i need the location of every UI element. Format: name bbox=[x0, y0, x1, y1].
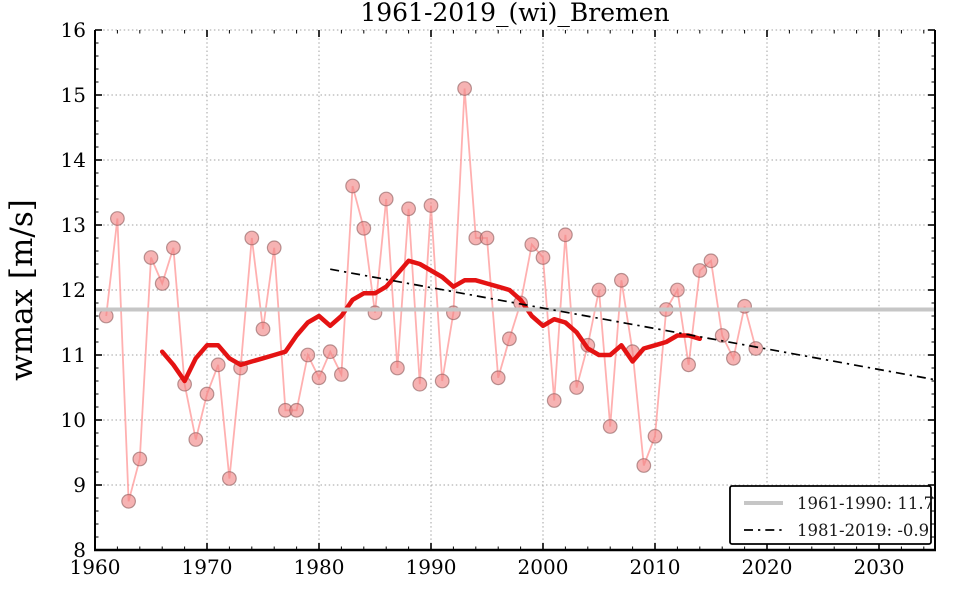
data-point-marker bbox=[558, 227, 573, 243]
data-point-marker bbox=[614, 272, 629, 288]
data-point-marker bbox=[602, 419, 618, 434]
data-point-marker bbox=[199, 386, 215, 402]
data-point-marker bbox=[221, 471, 237, 486]
data-point-marker bbox=[591, 282, 607, 298]
data-point-marker bbox=[300, 347, 316, 363]
data-point-marker bbox=[121, 493, 137, 509]
data-point-marker bbox=[714, 328, 730, 343]
data-point-marker bbox=[434, 373, 450, 389]
trend-line bbox=[330, 268, 936, 381]
data-point-marker bbox=[132, 451, 148, 467]
data-point-marker bbox=[535, 250, 551, 265]
x-tick-label: 1960 bbox=[70, 555, 121, 579]
data-point-marker bbox=[109, 211, 125, 226]
data-point-marker bbox=[255, 321, 271, 337]
x-tick-label: 2030 bbox=[854, 555, 905, 579]
running-mean-line bbox=[159, 258, 703, 384]
data-point-marker bbox=[188, 432, 204, 447]
plot-grid bbox=[95, 29, 935, 550]
data-point-marker bbox=[703, 253, 719, 269]
data-point-marker bbox=[670, 282, 685, 298]
data-point-marker bbox=[681, 357, 696, 373]
data-point-marker bbox=[479, 230, 495, 246]
data-point-marker bbox=[636, 458, 652, 473]
data-point-marker bbox=[322, 344, 338, 360]
data-point-marker bbox=[356, 220, 372, 236]
data-point-marker bbox=[748, 341, 764, 356]
x-tick-label: 1990 bbox=[406, 555, 457, 579]
legend: 1961-1990: 11.7 1981-2019: -0.9 bbox=[729, 485, 934, 545]
data-point-marker bbox=[524, 237, 540, 252]
chart-title: 1961-2019_(wi)_Bremen bbox=[360, 0, 669, 27]
y-tick-label: 10 bbox=[61, 408, 86, 432]
data-point-marker bbox=[490, 370, 506, 386]
y-tick-label: 8 bbox=[73, 538, 86, 562]
data-point-marker bbox=[692, 263, 708, 278]
legend-label-trend: 1981-2019: -0.9 bbox=[797, 521, 929, 540]
y-tick-label: 16 bbox=[61, 18, 86, 42]
data-point-marker bbox=[311, 370, 327, 386]
y-tick-label: 12 bbox=[61, 278, 86, 302]
data-point-marker bbox=[423, 198, 439, 213]
data-point-marker bbox=[345, 178, 361, 194]
data-point-marker bbox=[244, 230, 260, 246]
data-point-marker bbox=[378, 191, 394, 207]
y-tick-label: 13 bbox=[61, 213, 86, 237]
y-tick-label: 11 bbox=[61, 343, 86, 367]
data-point-marker bbox=[401, 201, 417, 217]
y-tick-label: 9 bbox=[73, 473, 86, 497]
x-tick-label: 2000 bbox=[518, 555, 569, 579]
data-point-marker bbox=[266, 240, 282, 256]
data-point-marker bbox=[502, 331, 517, 347]
x-tick-label: 1980 bbox=[294, 555, 345, 579]
data-point-marker bbox=[647, 428, 663, 444]
data-point-marker bbox=[210, 357, 226, 373]
data-point-marker bbox=[143, 250, 159, 265]
data-point-marker bbox=[289, 402, 305, 418]
y-tick-label: 14 bbox=[61, 148, 86, 172]
data-point-marker bbox=[412, 376, 428, 392]
data-point-marker bbox=[457, 81, 473, 96]
data-point-marker bbox=[390, 360, 405, 376]
data-point-marker bbox=[569, 380, 584, 395]
plot-series bbox=[95, 81, 936, 509]
legend-label-mean: 1961-1990: 11.7 bbox=[797, 494, 934, 513]
data-point-marker bbox=[154, 276, 170, 291]
x-tick-label: 2020 bbox=[742, 555, 793, 579]
x-tick-label: 1970 bbox=[182, 555, 233, 579]
data-point-marker bbox=[334, 367, 349, 382]
x-tick-label: 2010 bbox=[630, 555, 681, 579]
data-point-marker bbox=[726, 350, 741, 366]
data-point-marker bbox=[546, 393, 562, 408]
tick-labels: 1960 1970 1980 1990 2000 2010 2020 2030 8 9 10 11 12… bbox=[61, 18, 905, 579]
data-point-marker bbox=[165, 240, 181, 256]
plot-axes bbox=[94, 29, 936, 552]
y-tick-label: 15 bbox=[61, 83, 86, 107]
y-axis-label: wmax [m/s] bbox=[4, 199, 40, 381]
